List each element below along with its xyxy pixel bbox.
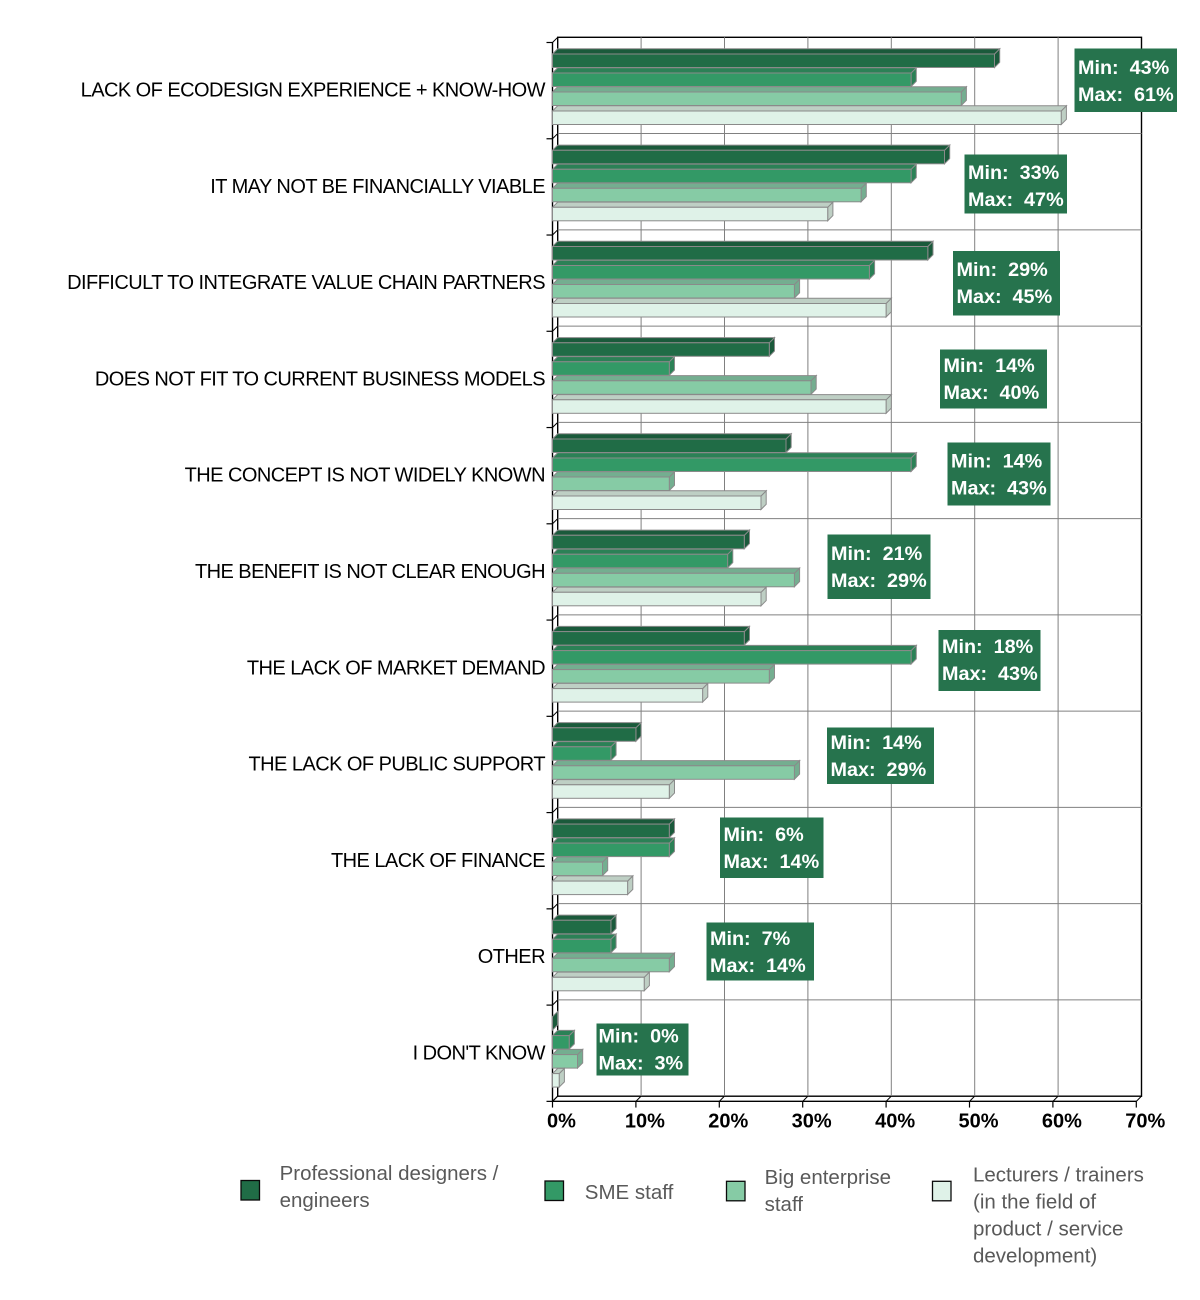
svg-text:Min: 18%: Min: 18% [942, 636, 1034, 658]
svg-text:THE LACK OF MARKET DEMAND: THE LACK OF MARKET DEMAND [247, 657, 545, 679]
svg-text:Min: 6%: Min: 6% [724, 824, 805, 846]
svg-text:70%: 70% [1125, 1111, 1165, 1133]
svg-text:0%: 0% [547, 1111, 576, 1133]
svg-text:60%: 60% [1042, 1111, 1082, 1133]
svg-text:Min: 29%: Min: 29% [957, 259, 1049, 281]
svg-text:30%: 30% [792, 1111, 832, 1133]
svg-text:product / service: product / service [973, 1218, 1123, 1241]
svg-text:Max: 3%: Max: 3% [599, 1053, 684, 1075]
svg-text:THE CONCEPT IS NOT WIDELY KNOW: THE CONCEPT IS NOT WIDELY KNOWN [185, 465, 545, 487]
svg-text:Max: 45%: Max: 45% [957, 286, 1053, 308]
svg-text:THE BENEFIT IS NOT CLEAR ENOUG: THE BENEFIT IS NOT CLEAR ENOUGH [195, 561, 545, 583]
svg-text:Max: 61%: Max: 61% [1078, 84, 1174, 106]
svg-text:OTHER: OTHER [478, 946, 545, 968]
svg-text:Min: 14%: Min: 14% [951, 451, 1043, 473]
svg-text:Min: 21%: Min: 21% [831, 543, 923, 565]
svg-text:THE LACK OF FINANCE: THE LACK OF FINANCE [331, 850, 545, 872]
svg-text:Min: 14%: Min: 14% [831, 732, 923, 754]
svg-text:Lecturers / trainers: Lecturers / trainers [973, 1164, 1144, 1187]
svg-text:DOES NOT FIT TO CURRENT BUSINE: DOES NOT FIT TO CURRENT BUSINESS MODELS [95, 369, 545, 391]
svg-text:20%: 20% [708, 1111, 748, 1133]
svg-text:Big enterprise: Big enterprise [765, 1166, 891, 1189]
svg-text:50%: 50% [958, 1111, 998, 1133]
svg-text:THE LACK OF PUBLIC SUPPORT: THE LACK OF PUBLIC SUPPORT [248, 754, 545, 776]
svg-text:Min: 43%: Min: 43% [1078, 57, 1170, 79]
svg-text:SME staff: SME staff [585, 1181, 674, 1204]
svg-text:engineers: engineers [280, 1189, 370, 1212]
svg-text:LACK OF ECODESIGN EXPERIENCE +: LACK OF ECODESIGN EXPERIENCE + KNOW-HOW [81, 80, 546, 102]
svg-text:Max: 43%: Max: 43% [942, 663, 1038, 685]
svg-text:Min: 33%: Min: 33% [968, 162, 1060, 184]
svg-text:Max: 29%: Max: 29% [831, 759, 927, 781]
svg-text:I DON'T KNOW: I DON'T KNOW [413, 1042, 546, 1064]
svg-text:development): development) [973, 1245, 1097, 1268]
svg-text:Max: 40%: Max: 40% [944, 382, 1040, 404]
svg-text:Max: 29%: Max: 29% [831, 570, 927, 592]
svg-text:(in the field of: (in the field of [973, 1191, 1096, 1214]
svg-text:Min: 7%: Min: 7% [710, 928, 791, 950]
svg-text:Max: 43%: Max: 43% [951, 478, 1047, 500]
svg-text:DIFFICULT TO INTEGRATE VALUE C: DIFFICULT TO INTEGRATE VALUE CHAIN PARTN… [67, 272, 545, 294]
svg-text:Max: 14%: Max: 14% [724, 851, 820, 873]
svg-text:Max: 47%: Max: 47% [968, 189, 1064, 211]
svg-text:Min: 14%: Min: 14% [944, 355, 1036, 377]
svg-text:IT MAY NOT BE FINANCIALLY VIAB: IT MAY NOT BE FINANCIALLY VIABLE [210, 176, 545, 198]
svg-text:Max: 14%: Max: 14% [710, 955, 806, 977]
svg-text:Min: 0%: Min: 0% [599, 1026, 680, 1048]
svg-text:Professional designers /: Professional designers / [280, 1162, 499, 1185]
svg-text:staff: staff [765, 1193, 804, 1216]
svg-text:40%: 40% [875, 1111, 915, 1133]
svg-text:10%: 10% [625, 1111, 665, 1133]
